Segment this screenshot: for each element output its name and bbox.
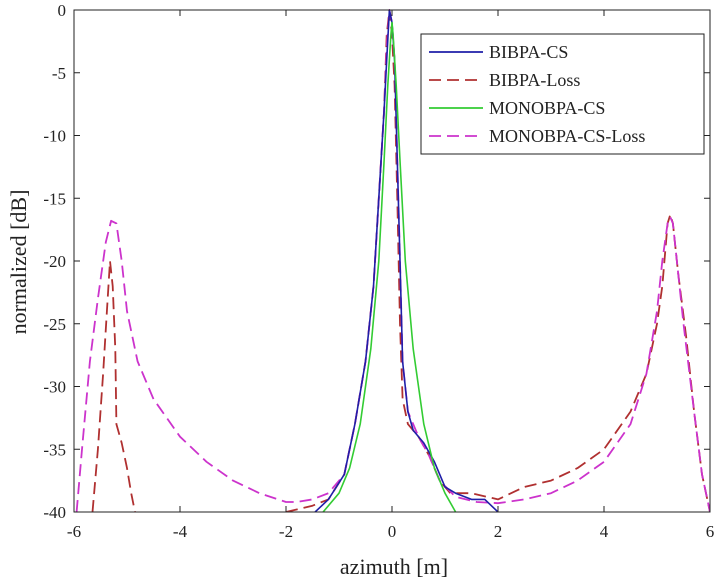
y-tick-label: -5	[52, 64, 66, 83]
legend: BIBPA-CS BIBPA-Loss MONOBPA-CS MONOBPA-CS-L…	[420, 33, 705, 155]
x-tick-label: 0	[388, 522, 397, 541]
legend-label: BIBPA-CS	[489, 42, 568, 62]
x-tick-label: -2	[279, 522, 293, 541]
x-tick-label: 2	[494, 522, 503, 541]
legend-label: BIBPA-Loss	[489, 70, 580, 90]
y-tick-label: 0	[58, 1, 67, 20]
x-tick-label: 6	[706, 522, 715, 541]
y-tick-label: -25	[43, 315, 66, 334]
series-line-bibpa-loss-seg0	[91, 260, 136, 512]
x-tick-label: -4	[173, 522, 188, 541]
y-tick-label: -15	[43, 189, 66, 208]
legend-box	[420, 33, 705, 155]
x-tick-label: -6	[67, 522, 81, 541]
y-axis-label: normalized [dB]	[6, 190, 31, 335]
x-tick-label: 4	[600, 522, 609, 541]
axes-layer: -6 -4 -2 0 2 4 60-5-10-15-20-25-30-35-40	[43, 1, 714, 541]
y-tick-label: -20	[43, 252, 66, 271]
series-line-bibpa-cs	[314, 9, 499, 512]
series-line-monobpa-cs-loss	[75, 9, 710, 512]
y-tick-label: -40	[43, 503, 66, 522]
legend-label: MONOBPA-CS	[489, 98, 605, 118]
y-tick-label: -35	[43, 440, 66, 459]
legend-label: MONOBPA-CS-Loss	[489, 126, 645, 146]
series-line-monobpa-cs	[322, 21, 457, 512]
y-tick-label: -10	[43, 127, 66, 146]
y-tick-label: -30	[43, 378, 66, 397]
series-layer	[75, 9, 710, 512]
x-axis-label: azimuth [m]	[340, 554, 448, 579]
